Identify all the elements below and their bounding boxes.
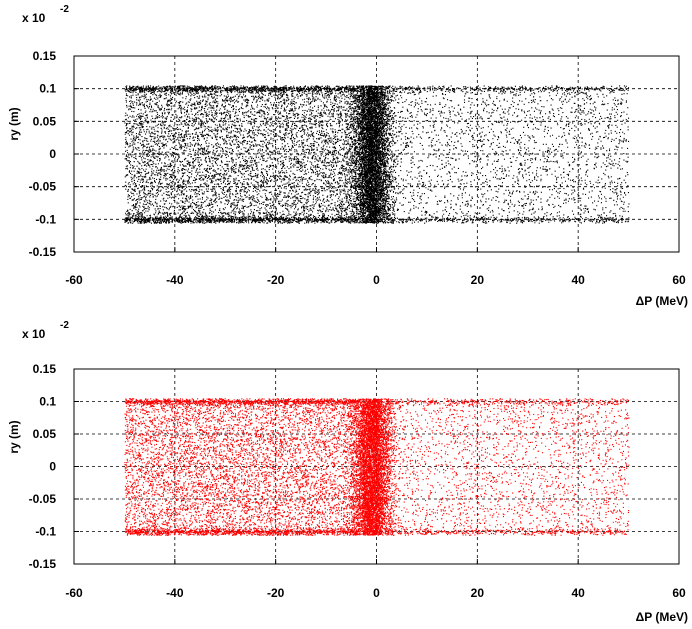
y-tick-label: 0.05 [33,114,57,128]
y-tick-labels: 0.15 0.1 0.05 0 -0.05 -0.1 -0.15 [29,49,79,259]
y-tick-label: 0 [49,147,56,161]
scatter-points [124,398,630,536]
x-tick-label: -40 [166,273,184,287]
y-tick-label: -0.15 [29,557,57,571]
bottom-scatter-plot: x 10 -2 ry (m) ΔP (MeV) -60 -40 -20 0 20 40 60… [7,320,688,624]
y-axis-label: ry (m) [7,107,21,140]
y-tick-label: 0.1 [39,395,56,409]
x-tick-label: -20 [267,273,285,287]
scatter-points [124,85,630,224]
x-tick-label: -60 [65,273,83,287]
x-tick-label: 20 [471,586,485,600]
y-tick-labels: 0.15 0.1 0.05 0 -0.05 -0.1 -0.15 [29,362,79,571]
x-tick-label: 40 [571,586,585,600]
y-exponent-label: -2 [60,4,69,15]
y-tick-label: -0.05 [29,492,57,506]
x-tick-label: 20 [471,273,485,287]
y-tick-label: 0.1 [39,82,56,96]
x-tick-label: 40 [571,273,585,287]
y-multiplier-label: x 10 [22,11,46,25]
x-tick-label: 0 [373,586,380,600]
x-tick-label: -60 [65,586,83,600]
x-tick-labels: -60 -40 -20 0 20 40 60 [65,247,686,287]
x-tick-label: -20 [267,586,285,600]
x-axis-label: ΔP (MeV) [636,294,688,308]
y-tick-label: -0.15 [29,245,57,259]
y-tick-label: 0.15 [33,362,57,376]
y-tick-label: 0.05 [33,427,57,441]
x-axis-label: ΔP (MeV) [636,610,688,624]
x-tick-label: -40 [166,586,184,600]
y-tick-label: -0.1 [35,525,56,539]
y-exponent-label: -2 [60,320,69,331]
x-tick-label: 0 [373,273,380,287]
y-tick-label: -0.05 [29,180,57,194]
x-tick-label: 60 [672,586,686,600]
top-scatter-plot: x 10 -2 ry (m) ΔP (MeV) -60 -40 -20 0 20 40 60… [7,4,688,308]
x-tick-label: 60 [672,273,686,287]
y-tick-label: 0 [49,460,56,474]
x-tick-labels: -60 -40 -20 0 20 40 60 [65,559,686,600]
y-tick-label: -0.1 [35,212,56,226]
scatter-point-cloud [124,398,630,536]
y-tick-label: 0.15 [33,49,57,63]
scatter-point-cloud [124,85,630,224]
y-multiplier-label: x 10 [22,327,46,341]
y-axis-label: ry (m) [7,420,21,453]
